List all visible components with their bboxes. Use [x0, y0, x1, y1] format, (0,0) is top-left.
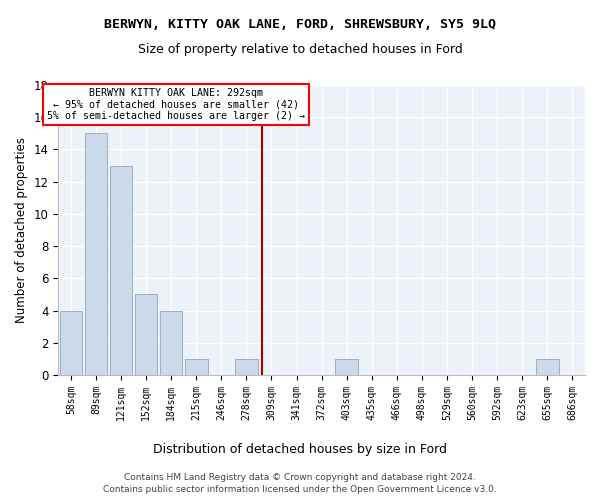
Text: Size of property relative to detached houses in Ford: Size of property relative to detached ho…: [137, 42, 463, 56]
Bar: [185, 359, 208, 375]
Bar: [335, 359, 358, 375]
Bar: [59, 310, 82, 375]
Y-axis label: Number of detached properties: Number of detached properties: [15, 137, 28, 323]
Bar: [536, 359, 559, 375]
Bar: [135, 294, 157, 375]
Bar: [160, 310, 182, 375]
Text: BERWYN KITTY OAK LANE: 292sqm
← 95% of detached houses are smaller (42)
5% of se: BERWYN KITTY OAK LANE: 292sqm ← 95% of d…: [47, 88, 305, 121]
Bar: [85, 134, 107, 375]
Text: Contains HM Land Registry data © Crown copyright and database right 2024.: Contains HM Land Registry data © Crown c…: [124, 472, 476, 482]
Text: Distribution of detached houses by size in Ford: Distribution of detached houses by size …: [153, 442, 447, 456]
Bar: [110, 166, 132, 375]
Text: Contains public sector information licensed under the Open Government Licence v3: Contains public sector information licen…: [103, 485, 497, 494]
Text: BERWYN, KITTY OAK LANE, FORD, SHREWSBURY, SY5 9LQ: BERWYN, KITTY OAK LANE, FORD, SHREWSBURY…: [104, 18, 496, 30]
Bar: [235, 359, 257, 375]
